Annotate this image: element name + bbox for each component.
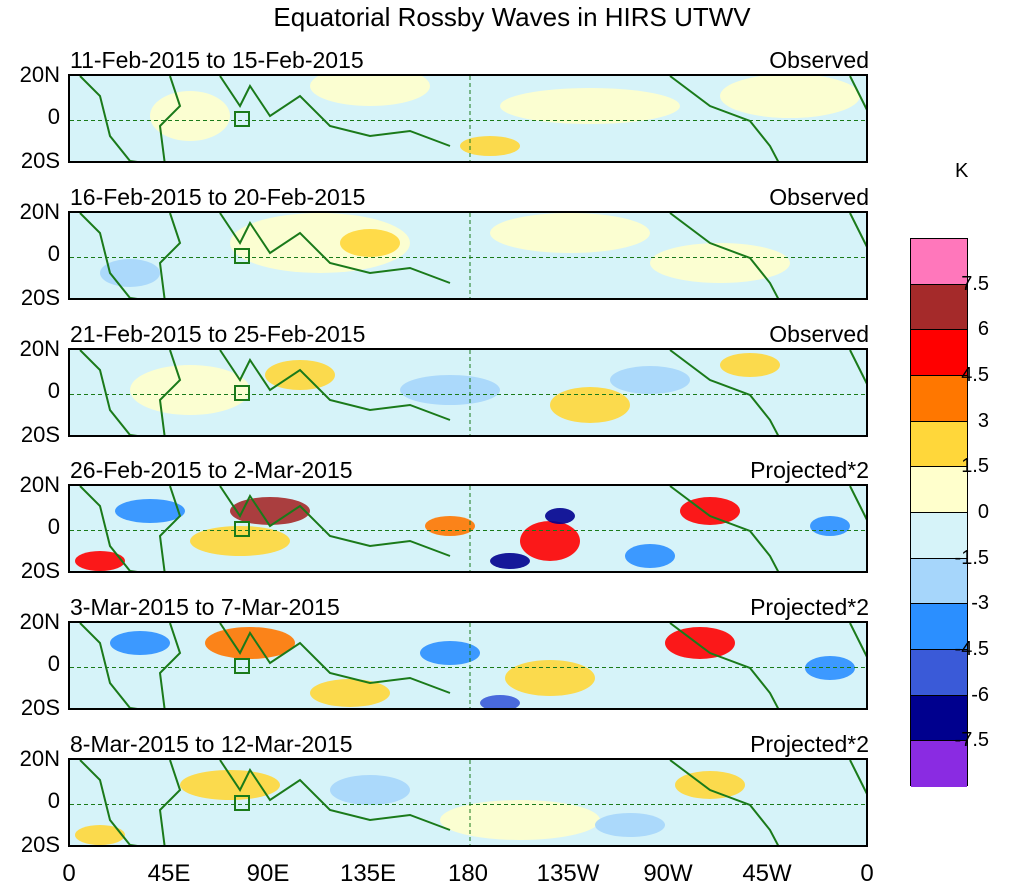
panel-type: Projected*2 [750,457,869,483]
lat-label: 20N [19,336,60,361]
lat-label: 0 [47,241,60,266]
colorbar-label: -7.5 [954,729,989,752]
lon-label: 45E [147,860,191,887]
lon-label: 180 [447,860,489,887]
colorbar-swatch [911,330,967,376]
figure-title: Equatorial Rossby Waves in HIRS UTWV [273,2,751,32]
colorbar-label: -1.5 [954,546,989,569]
colorbar-label: -6 [971,683,989,706]
lat-label: 0 [47,514,60,539]
colorbar-swatch [911,421,967,468]
colorbar-swatch [911,649,967,696]
lon-label: 90W [643,860,693,887]
panel-date-range: 11-Feb-2015 to 15-Feb-2015 [70,47,364,73]
lat-label: 0 [47,104,60,129]
colorbar [910,238,968,787]
lon-label: 0 [860,860,874,887]
lon-label: 135W [536,860,600,887]
lat-label: 20S [20,422,60,447]
colorbar-label: 3 [977,409,989,432]
lat-label: 20N [19,746,60,771]
map-panel [68,621,868,710]
lat-label: 20S [20,148,60,173]
panel-date-range: 16-Feb-2015 to 20-Feb-2015 [70,184,366,210]
colorbar-swatch [911,375,967,422]
colorbar-swatch [911,467,967,513]
lat-label: 0 [47,378,60,403]
lat-label: 20N [19,609,60,634]
panel-date-range: 3-Mar-2015 to 7-Mar-2015 [70,594,340,620]
colorbar-swatch [911,284,967,331]
colorbar-swatch [911,695,967,742]
lon-label: 90E [246,860,290,887]
panel-type: Observed [769,321,869,347]
lon-label: 135E [339,860,397,887]
colorbar-label: 4.5 [961,364,989,386]
lat-label: 20S [20,558,60,583]
colorbar-swatch [911,741,967,787]
colorbar-swatch [911,239,967,285]
lat-label: 0 [47,788,60,813]
panel-type: Projected*2 [750,594,869,620]
colorbar-label: -4.5 [954,638,989,660]
lat-label: 20S [20,695,60,720]
lat-label: 20S [20,285,60,310]
panel-date-range: 26-Feb-2015 to 2-Mar-2015 [70,457,353,483]
colorbar-swatch [911,512,967,559]
lon-label: 45W [742,860,792,887]
colorbar-unit: K [955,160,969,182]
lat-label: 20N [19,199,60,224]
colorbar-label: 1.5 [961,455,989,478]
panel-type: Observed [769,47,869,73]
colorbar-swatch [911,604,967,650]
map-panel [68,758,868,847]
colorbar-label: 7.5 [961,272,989,295]
colorbar-label: 6 [977,318,989,341]
colorbar-label: 0 [977,501,989,523]
lat-label: 20N [19,472,60,497]
panel-date-range: 8-Mar-2015 to 12-Mar-2015 [70,731,353,757]
lon-label: 0 [62,860,76,887]
map-panel [68,484,868,573]
map-panel [68,211,868,300]
colorbar-swatch [911,558,967,605]
colorbar-label: -3 [971,592,989,615]
map-panel [68,348,868,437]
panel-date-range: 21-Feb-2015 to 25-Feb-2015 [70,321,366,347]
lat-label: 0 [47,651,60,676]
panel-type: Observed [769,184,869,210]
panel-type: Projected*2 [750,731,869,757]
lat-label: 20N [19,62,60,87]
map-panel [68,74,868,163]
lat-label: 20S [20,832,60,857]
